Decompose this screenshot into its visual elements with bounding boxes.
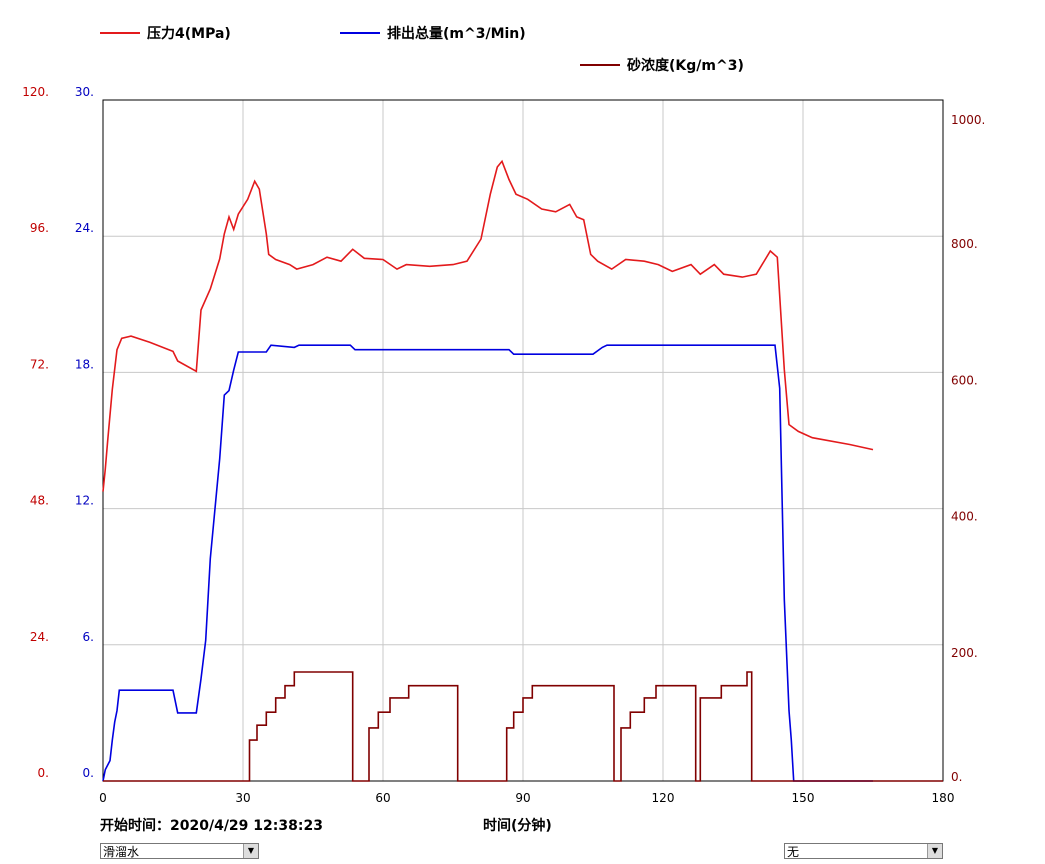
y2-tick-label: 6. [83,630,94,644]
y3-tick-label: 200. [951,646,978,660]
x-tick-label: 60 [375,791,390,805]
y3-tick-label: 1000. [951,113,985,127]
legend-label: 排出总量(m^3/Min) [387,25,526,42]
x-tick-label: 90 [515,791,530,805]
x-tick-label: 180 [932,791,955,805]
x-tick-label: 0 [99,791,107,805]
y-tick-label: 72. [30,357,49,371]
y2-tick-label: 24. [75,221,94,235]
series-line [102,159,874,492]
fluid-value: 滑溜水 [103,845,140,859]
dropdown-arrow[interactable]: ▼ [927,844,942,858]
legend-label: 砂浓度(Kg/m^3) [626,57,744,74]
y2-tick-label: 12. [75,494,94,508]
y-tick-label: 96. [30,221,49,235]
y-tick-label: 48. [30,494,49,508]
y-tick-label: 120. [22,85,49,99]
series-line [102,344,873,782]
proppant-value: 无 [787,845,800,859]
x-axis-title: 时间(分钟) [483,817,552,834]
y3-tick-label: 600. [951,373,978,387]
y2-tick-label: 0. [83,766,94,780]
y-tick-label: 24. [30,630,49,644]
proppant-select[interactable]: 无 ▼ [784,843,943,859]
x-tick-label: 30 [235,791,250,805]
x-tick-label: 150 [792,791,815,805]
y-tick-label: 0. [38,766,49,780]
dropdown-arrow[interactable]: ▼ [243,844,258,858]
y3-tick-label: 800. [951,237,978,251]
y2-tick-label: 30. [75,85,94,99]
fluid-select[interactable]: 滑溜水 ▼ [100,843,259,859]
y3-tick-label: 400. [951,510,978,524]
start-time: 开始时间：2020/4/29 12:38:23 [100,817,323,834]
legend-label: 压力4(MPa) [147,25,231,42]
chart: 开始时间：2020/4/29 12:38:23 时间(分钟) 0 30 60 90 12… [22,25,985,834]
y2-tick-label: 18. [75,357,94,371]
plot-frame [102,99,944,782]
y3-tick-label: 0. [951,770,962,784]
series-line [103,671,943,782]
x-tick-label: 120 [652,791,675,805]
